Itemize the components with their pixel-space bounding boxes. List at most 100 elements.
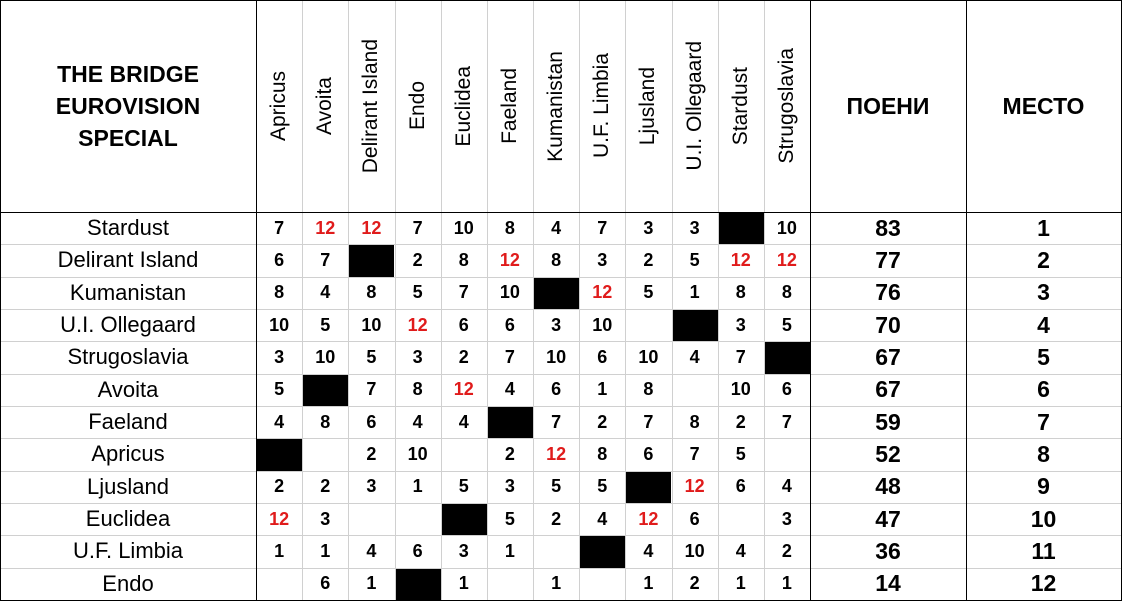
self-vote-cell — [533, 276, 580, 309]
score-value: 3 — [274, 346, 285, 367]
column-label: Ljusland — [636, 66, 660, 146]
place-cell: 11 — [966, 535, 1121, 567]
column-line — [348, 0, 349, 601]
column-line — [395, 0, 396, 601]
column-header: Delirant Island — [348, 0, 394, 212]
score-cell: 2 — [348, 438, 394, 470]
border-line — [0, 0, 1122, 1]
score-value: 4 — [551, 217, 562, 238]
score-cell: 1 — [302, 535, 348, 567]
points-cell: 70 — [810, 309, 966, 341]
score-value: 8 — [643, 379, 654, 400]
score-cell: 3 — [441, 535, 487, 567]
score-value: 3 — [458, 540, 469, 561]
column-header: Ljusland — [625, 0, 671, 212]
country-name: Strugoslavia — [67, 344, 189, 370]
score-value: 6 — [643, 443, 654, 464]
column-label: Endo — [405, 81, 429, 131]
score-value: 3 — [320, 508, 331, 529]
score-value: 8 — [735, 282, 746, 303]
score-value: 2 — [320, 476, 331, 497]
score-cell: 7 — [764, 406, 810, 438]
score-value: 4 — [643, 540, 654, 561]
score-value: 5 — [597, 476, 608, 497]
score-cell: 12 — [718, 244, 764, 276]
score-value: 8 — [781, 282, 792, 303]
country-cell: Apricus — [0, 438, 256, 470]
score-value: 4 — [781, 476, 792, 497]
score-cell: 6 — [395, 535, 441, 567]
score-value: 7 — [274, 217, 285, 238]
column-label: Faeland — [497, 68, 521, 144]
score-cell: 3 — [718, 309, 764, 341]
score-value: 6 — [689, 508, 700, 529]
header-title: THE BRIDGE EUROVISION SPECIAL — [55, 61, 201, 151]
column-line — [487, 0, 488, 601]
score-value: 7 — [781, 411, 792, 432]
score-value: 12 — [546, 443, 567, 464]
score-value: 6 — [320, 573, 331, 594]
score-cell: 4 — [625, 535, 671, 567]
score-value: 6 — [458, 314, 469, 335]
place-value: 8 — [1037, 440, 1050, 467]
score-value: 1 — [274, 540, 285, 561]
score-cell: 10 — [625, 341, 671, 373]
score-cell: 5 — [395, 277, 441, 309]
score-cell: 1 — [256, 535, 302, 567]
country-cell: Faeland — [0, 406, 256, 438]
points-cell: 47 — [810, 503, 966, 535]
score-cell: 6 — [579, 341, 625, 373]
score-cell: 4 — [441, 406, 487, 438]
score-value: 10 — [730, 379, 751, 400]
country-cell: Euclidea — [0, 503, 256, 535]
place-value: 3 — [1037, 279, 1050, 306]
column-header: U.I. Ollegaard — [672, 0, 718, 212]
score-cell: 12 — [764, 244, 810, 276]
country-name: Euclidea — [85, 506, 171, 532]
column-line — [579, 0, 580, 601]
self-vote-cell — [256, 438, 303, 471]
row-line — [0, 535, 1121, 536]
row-line — [0, 244, 1121, 245]
score-cell: 10 — [764, 212, 810, 244]
column-header: Stardust — [718, 0, 764, 212]
score-cell: 3 — [533, 309, 579, 341]
score-value: 7 — [366, 379, 377, 400]
score-value: 12 — [407, 314, 428, 335]
score-cell: 12 — [441, 374, 487, 406]
score-cell: 10 — [579, 309, 625, 341]
score-cell: 3 — [395, 341, 441, 373]
score-value: 8 — [366, 282, 377, 303]
score-cell: 2 — [625, 244, 671, 276]
score-value: 7 — [643, 411, 654, 432]
self-vote-cell — [440, 503, 487, 536]
points-cell: 67 — [810, 341, 966, 373]
score-value: 3 — [643, 217, 654, 238]
country-cell: Avoita — [0, 374, 256, 406]
score-cell: 8 — [348, 277, 394, 309]
score-value: 7 — [412, 217, 423, 238]
points-cell: 36 — [810, 535, 966, 567]
score-cell: 4 — [533, 212, 579, 244]
points-header: ПОЕНИ — [810, 0, 966, 212]
score-value: 6 — [597, 346, 608, 367]
score-cell: 1 — [764, 568, 810, 600]
country-name: Avoita — [97, 376, 159, 402]
points-value: 67 — [875, 343, 901, 370]
score-value: 10 — [499, 282, 520, 303]
score-cell: 6 — [764, 374, 810, 406]
score-value: 8 — [689, 411, 700, 432]
score-cell: 7 — [625, 406, 671, 438]
place-cell: 4 — [966, 309, 1121, 341]
score-cell: 1 — [533, 568, 579, 600]
column-label: Avoita — [313, 77, 337, 135]
row-line — [0, 471, 1121, 472]
score-cell: 8 — [302, 406, 348, 438]
score-cell: 12 — [672, 471, 718, 503]
score-cell: 3 — [256, 341, 302, 373]
score-value: 2 — [412, 249, 423, 270]
score-cell: 5 — [487, 503, 533, 535]
score-cell: 6 — [625, 438, 671, 470]
score-value: 12 — [684, 476, 705, 497]
country-name: U.F. Limbia — [72, 538, 184, 564]
